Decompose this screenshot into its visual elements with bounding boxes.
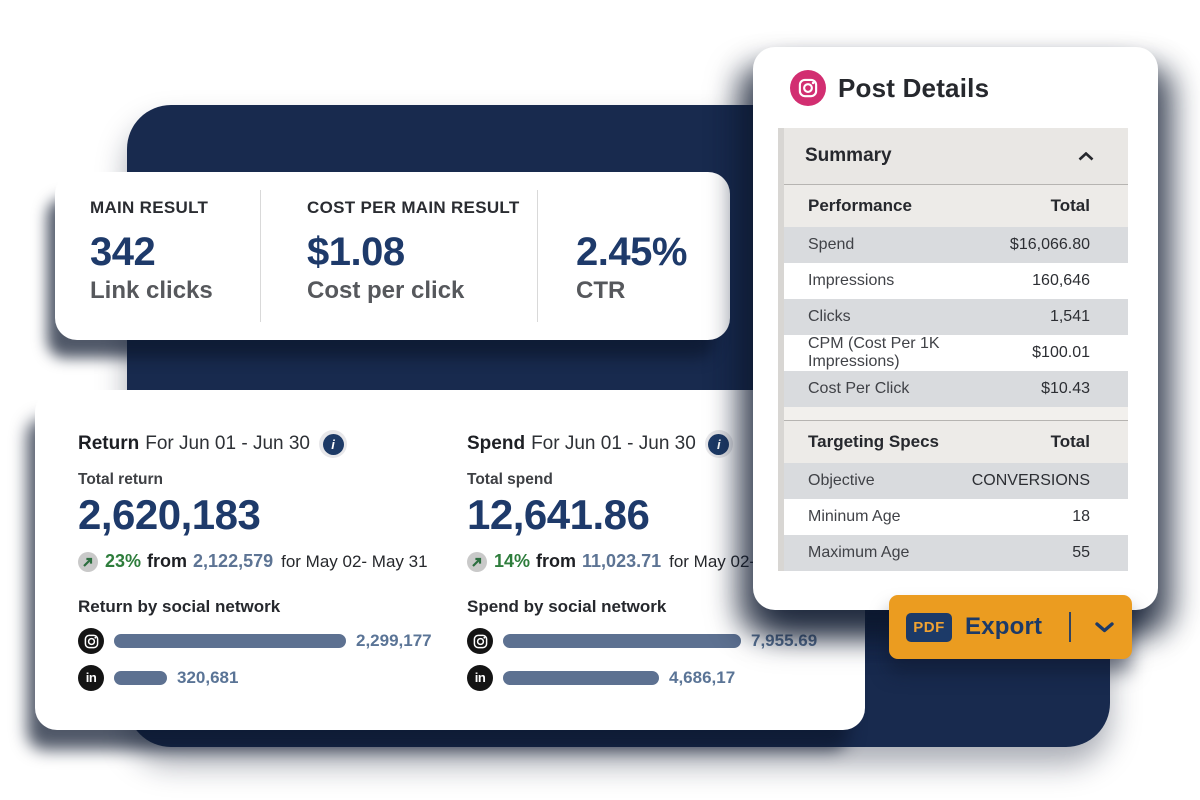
kpi-sublabel: Cost per click [307, 277, 465, 304]
metrics-card: Return For Jun 01 - Jun 30 i Total retur… [35, 390, 865, 730]
export-label: Export [965, 613, 1043, 640]
export-button[interactable]: PDF Export [889, 595, 1132, 659]
linkedin-icon: in [78, 665, 104, 691]
table-row: Objective CONVERSIONS [784, 463, 1128, 499]
table-row: Impressions 160,646 [784, 263, 1128, 299]
trend-up-icon [467, 551, 487, 572]
table-row: Mininum Age 18 [784, 499, 1128, 535]
kpi-value: 2.45% [576, 230, 687, 274]
kpi-ctr: 2.45% CTR [537, 190, 730, 322]
spend-linkedin-row: in 4,686,17 [467, 665, 865, 691]
divider [784, 184, 1128, 185]
table-row: CPM (Cost Per 1K Impressions) $100.01 [784, 335, 1128, 371]
kpi-value: 342 [90, 230, 156, 274]
section-name: Return [78, 433, 140, 454]
table-spacer [784, 407, 1128, 420]
kpi-main-result: MAIN RESULT 342 Link clicks [55, 190, 260, 322]
chevron-up-icon[interactable] [1078, 151, 1094, 161]
bar-value: 7,955.69 [751, 631, 818, 650]
performance-header: Performance Total [784, 185, 1128, 227]
spend-title: Spend For Jun 01 - Jun 30 i [467, 430, 865, 458]
spend-instagram-bar [503, 634, 741, 648]
kpi-label: MAIN RESULT [90, 198, 209, 217]
total-return-value: 2,620,183 [78, 491, 261, 538]
change-percent: 14% [494, 551, 531, 571]
kpi-value: $1.08 [307, 230, 405, 274]
previous-period: for May 02- May 31 [281, 551, 428, 571]
targeting-specs-header: Targeting Specs Total [784, 421, 1128, 463]
button-divider [1069, 612, 1072, 642]
total-return-label: Total return [78, 471, 163, 488]
instagram-icon [467, 628, 493, 654]
total-spend-label: Total spend [467, 471, 553, 488]
summary-label: Summary [805, 145, 892, 166]
kpi-sublabel: CTR [576, 277, 626, 304]
previous-value: 11,023.71 [582, 551, 662, 571]
change-percent: 23% [105, 551, 142, 571]
return-title: Return For Jun 01 - Jun 30 i [78, 430, 476, 458]
bar-value: 2,299,177 [356, 631, 432, 650]
bar-value: 4,686,17 [669, 668, 736, 687]
table-row: Maximum Age 55 [784, 535, 1128, 571]
table-header-label: Performance [808, 196, 912, 215]
spend-bars-title: Spend by social network [467, 597, 667, 616]
instagram-icon [78, 628, 104, 654]
table-row: Spend $16,066.80 [784, 227, 1128, 263]
kpi-cost-per-result: COST PER MAIN RESULT $1.08 Cost per clic… [260, 190, 537, 322]
total-spend-value: 12,641.86 [467, 491, 650, 538]
section-period: For Jun 01 - Jun 30 [531, 433, 696, 454]
section-name: Spend [467, 433, 526, 454]
spend-instagram-row: 7,955.69 [467, 628, 865, 654]
trend-up-icon [78, 551, 98, 572]
info-icon[interactable]: i [704, 430, 733, 458]
table-row: Clicks 1,541 [784, 299, 1128, 335]
table-header-label: Targeting Specs [808, 432, 939, 451]
change-word: from [147, 551, 188, 571]
kpi-sublabel: Link clicks [90, 277, 213, 304]
summary-collapse-header[interactable]: Summary [784, 128, 1128, 184]
bar-value: 320,681 [177, 668, 239, 687]
pdf-badge: PDF [906, 612, 952, 642]
table-total-label: Total [1050, 196, 1090, 215]
kpi-label [576, 198, 730, 219]
table-row: Cost Per Click $10.43 [784, 371, 1128, 407]
return-linkedin-row: in 320,681 [78, 665, 476, 691]
table-total-label: Total [1050, 432, 1090, 451]
section-period: For Jun 01 - Jun 30 [145, 433, 310, 454]
return-instagram-row: 2,299,177 [78, 628, 476, 654]
spend-linkedin-bar [503, 671, 659, 685]
linkedin-icon: in [467, 665, 493, 691]
return-section: Return For Jun 01 - Jun 30 i Total retur… [78, 430, 476, 691]
return-linkedin-bar [114, 671, 167, 685]
post-details-header: Post Details [790, 70, 989, 106]
spend-section: Spend For Jun 01 - Jun 30 i Total spend … [467, 430, 865, 691]
return-bars-title: Return by social network [78, 597, 281, 616]
info-icon[interactable]: i [319, 430, 347, 458]
return-instagram-bar [114, 634, 346, 648]
post-details-panel: Post Details Summary Performance Total S… [753, 47, 1158, 610]
panel-title: Post Details [838, 72, 990, 103]
kpi-label: COST PER MAIN RESULT [307, 198, 520, 217]
summary-table: Summary Performance Total Spend $16,066.… [778, 128, 1128, 571]
table-left-gutter [778, 128, 784, 571]
kpi-summary-card: MAIN RESULT 342 Link clicks COST PER MAI… [55, 172, 730, 340]
change-word: from [536, 551, 577, 571]
chevron-down-icon[interactable] [1095, 621, 1114, 633]
previous-value: 2,122,579 [193, 551, 274, 571]
return-change-row: 23% from 2,122,579 for May 02- May 31 [78, 551, 476, 572]
divider [784, 420, 1128, 421]
instagram-icon [790, 70, 826, 106]
